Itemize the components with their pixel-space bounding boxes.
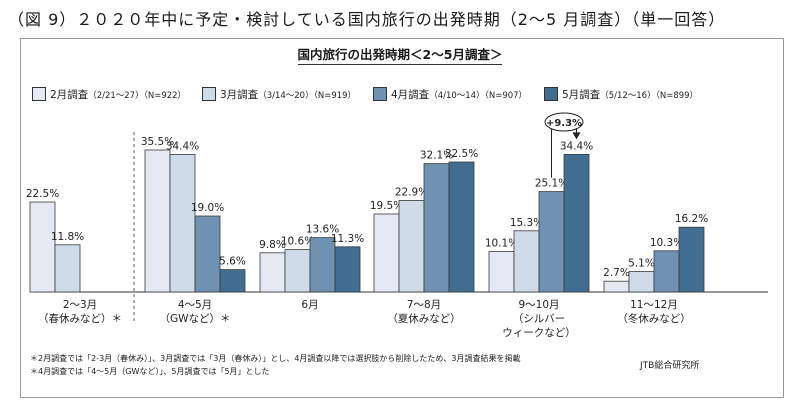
bar-1-2 (194, 215, 221, 293)
bar-2-0 (259, 252, 286, 293)
data-label-0-0: 22.5% (26, 188, 59, 200)
figure-title: （図 9）２０２０年中に予定・検討している国内旅行の出発時期（2～5 月調査）（… (8, 10, 726, 29)
bar-0-1 (54, 244, 81, 293)
category-label-4-0: 9～10月 (518, 299, 559, 311)
data-label-4-2: 25.1% (535, 178, 568, 190)
data-label-2-0: 9.8% (259, 239, 286, 251)
source-label: JTB総合研究所 (640, 361, 700, 371)
legend-label-mar: 3月調査（3/14～20）（N=919） (220, 89, 357, 101)
bar-1-1 (169, 153, 196, 293)
category-label-3-0: 7～8月 (407, 299, 441, 311)
bar-3-0 (373, 213, 400, 293)
footnote-2: ＊4月調査では「4～5月（GWなど）」、5月調査では「5月」とした (30, 367, 270, 376)
bar-1-3 (219, 269, 246, 293)
bar-1-0 (144, 149, 171, 293)
bar-2-2 (309, 237, 336, 293)
annotation-ellipse (544, 112, 584, 132)
data-label-3-1: 22.9% (395, 186, 428, 198)
bar-2-1 (284, 249, 311, 293)
category-label-5-1: （冬休みなど） (617, 312, 691, 325)
data-label-3-3: 32.5% (445, 148, 478, 160)
data-label-1-0: 35.5% (141, 136, 174, 148)
bar-3-1 (398, 199, 425, 293)
category-label-1-0: 4～5月 (178, 299, 212, 311)
data-label-5-2: 10.3% (650, 237, 683, 249)
legend-swatch-feb (32, 87, 46, 101)
bar-3-2 (423, 163, 450, 293)
bar-5-1 (628, 271, 655, 293)
data-label-5-0: 2.7% (603, 267, 630, 279)
category-label-2-0: 6月 (301, 299, 318, 311)
bar-0-0 (29, 201, 56, 293)
legend-label-feb: 2月調査（2/21～27）（N=922） (50, 89, 187, 101)
category-label-4-1: （シルバー (513, 313, 566, 325)
data-label-5-3: 16.2% (675, 213, 708, 225)
category-label-1-1: （GWなど）＊ (159, 313, 230, 325)
bar-4-3 (563, 153, 590, 293)
bar-4-0 (488, 251, 515, 293)
data-label-2-3: 11.3% (331, 233, 364, 245)
data-label-2-2: 13.6% (306, 224, 339, 236)
bar-3-3 (448, 161, 475, 293)
bar-4-2 (538, 191, 565, 293)
bar-4-1 (513, 230, 540, 293)
annotation-text: +9.3% (546, 118, 582, 129)
footnotes: ＊2月調査では「2-3月（春休み）」、3月調査では「3月（春休み）」とし、4月調… (30, 352, 521, 378)
data-label-4-1: 15.3% (510, 217, 543, 229)
bar-5-0 (603, 280, 630, 293)
data-label-1-2: 19.0% (191, 202, 224, 214)
data-label-1-3: 5.6% (219, 256, 246, 268)
data-label-3-2: 32.1% (420, 150, 453, 162)
data-label-1-1: 34.4% (166, 140, 199, 152)
bar-5-3 (678, 226, 705, 293)
data-label-2-1: 10.6% (281, 236, 314, 248)
category-label-0-0: 2～3月 (63, 299, 97, 311)
chart-title: 国内旅行の出発時期＜2～5月調査＞ (0, 44, 800, 65)
bar-5-2 (653, 250, 680, 293)
category-label-0-1: （春休みなど）＊ (38, 313, 122, 325)
legend-label-apr: 4月調査（4/10～14）（N=907） (391, 89, 528, 101)
data-label-5-1: 5.1% (628, 258, 655, 270)
legend-swatch-apr (373, 87, 387, 101)
footnote-1: ＊2月調査では「2-3月（春休み）」、3月調査では「3月（春休み）」とし、4月調… (30, 354, 521, 363)
category-label-5-0: 11～12月 (630, 299, 678, 311)
category-label-3-1: （夏休みなど） (387, 313, 461, 325)
annotation-arrowhead (572, 132, 581, 140)
legend-label-may: 5月調査（5/12～16）（N=899） (562, 89, 699, 101)
legend-swatch-may (544, 87, 558, 101)
data-label-4-0: 10.1% (485, 238, 518, 250)
chart-title-text: 国内旅行の出発時期＜2～5月調査＞ (297, 44, 503, 65)
data-label-3-0: 19.5% (370, 200, 403, 212)
data-label-0-1: 11.8% (51, 231, 84, 243)
data-label-4-3: 34.4% (560, 140, 593, 152)
legend-swatch-mar (202, 87, 216, 101)
category-label-4-2: ウィークなど） (502, 327, 576, 339)
bar-2-3 (334, 246, 361, 293)
